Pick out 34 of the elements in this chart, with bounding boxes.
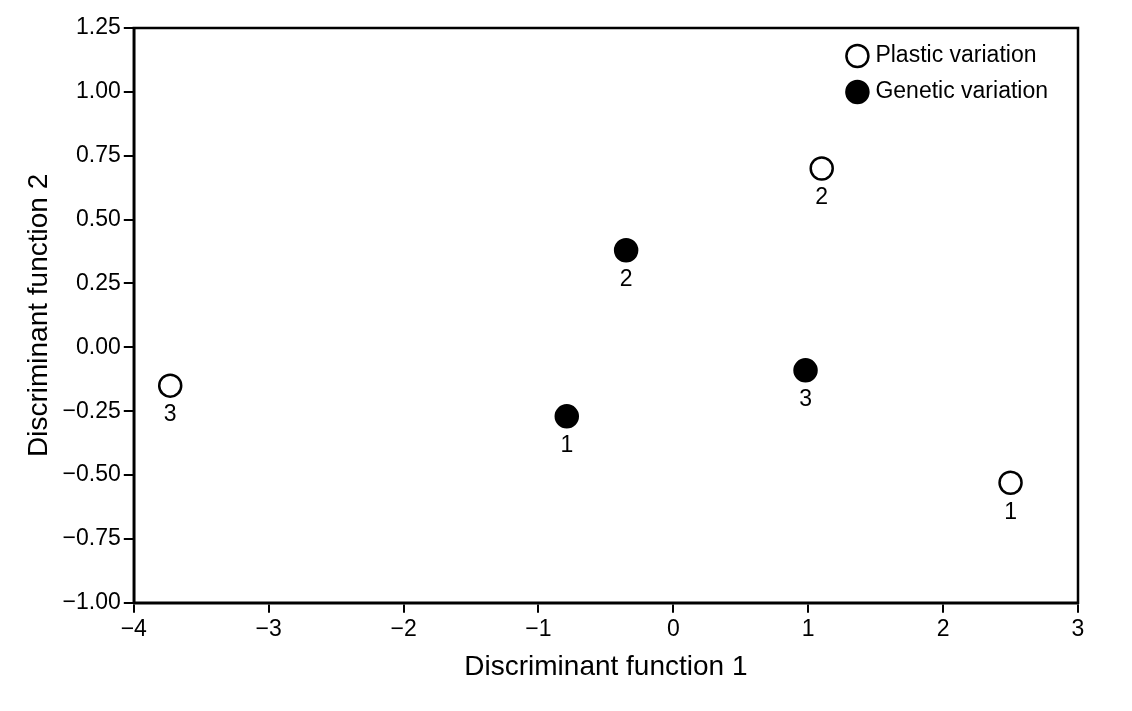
annotation: 3 [799, 385, 812, 412]
y-tick-label: −0.50 [62, 460, 121, 487]
x-tick-label: 0 [666, 614, 680, 641]
x-tick-label: −3 [255, 614, 282, 641]
annotation: 2 [815, 183, 829, 210]
y-axis-title: Discriminant function 2 [21, 173, 53, 458]
annotation: 1 [1004, 497, 1017, 524]
y-tick-label: 1.25 [76, 13, 121, 40]
annotation: 1 [560, 431, 574, 458]
y-tick-label: 0.75 [76, 141, 121, 168]
x-axis-title: Discriminant function 1 [464, 649, 748, 681]
point [554, 404, 580, 429]
y-tick-label: 0.25 [76, 268, 121, 295]
x-tick-label: 3 [1071, 614, 1085, 641]
y-tick-label: 1.00 [76, 77, 121, 104]
annotation: 2 [619, 265, 633, 292]
point [157, 373, 183, 398]
y-tick-label: 0.00 [76, 332, 121, 359]
x-tick-label: −4 [120, 614, 148, 641]
point [613, 238, 639, 263]
annotation: 3 [163, 400, 177, 427]
y-tick-label: −1.00 [62, 588, 121, 615]
point [793, 358, 818, 383]
legend-label: Plastic variation [875, 41, 1037, 68]
y-tick-label: −0.75 [62, 524, 121, 551]
legend-label: Genetic variation [875, 77, 1048, 104]
point [809, 156, 834, 181]
x-tick-label: 2 [936, 614, 950, 641]
x-tick-label: 1 [801, 614, 815, 641]
x-tick-label: −2 [390, 614, 417, 641]
point [998, 470, 1023, 495]
y-tick-label: 0.50 [76, 204, 121, 231]
x-tick-label: −1 [525, 614, 552, 641]
y-tick-label: −0.25 [62, 396, 121, 423]
